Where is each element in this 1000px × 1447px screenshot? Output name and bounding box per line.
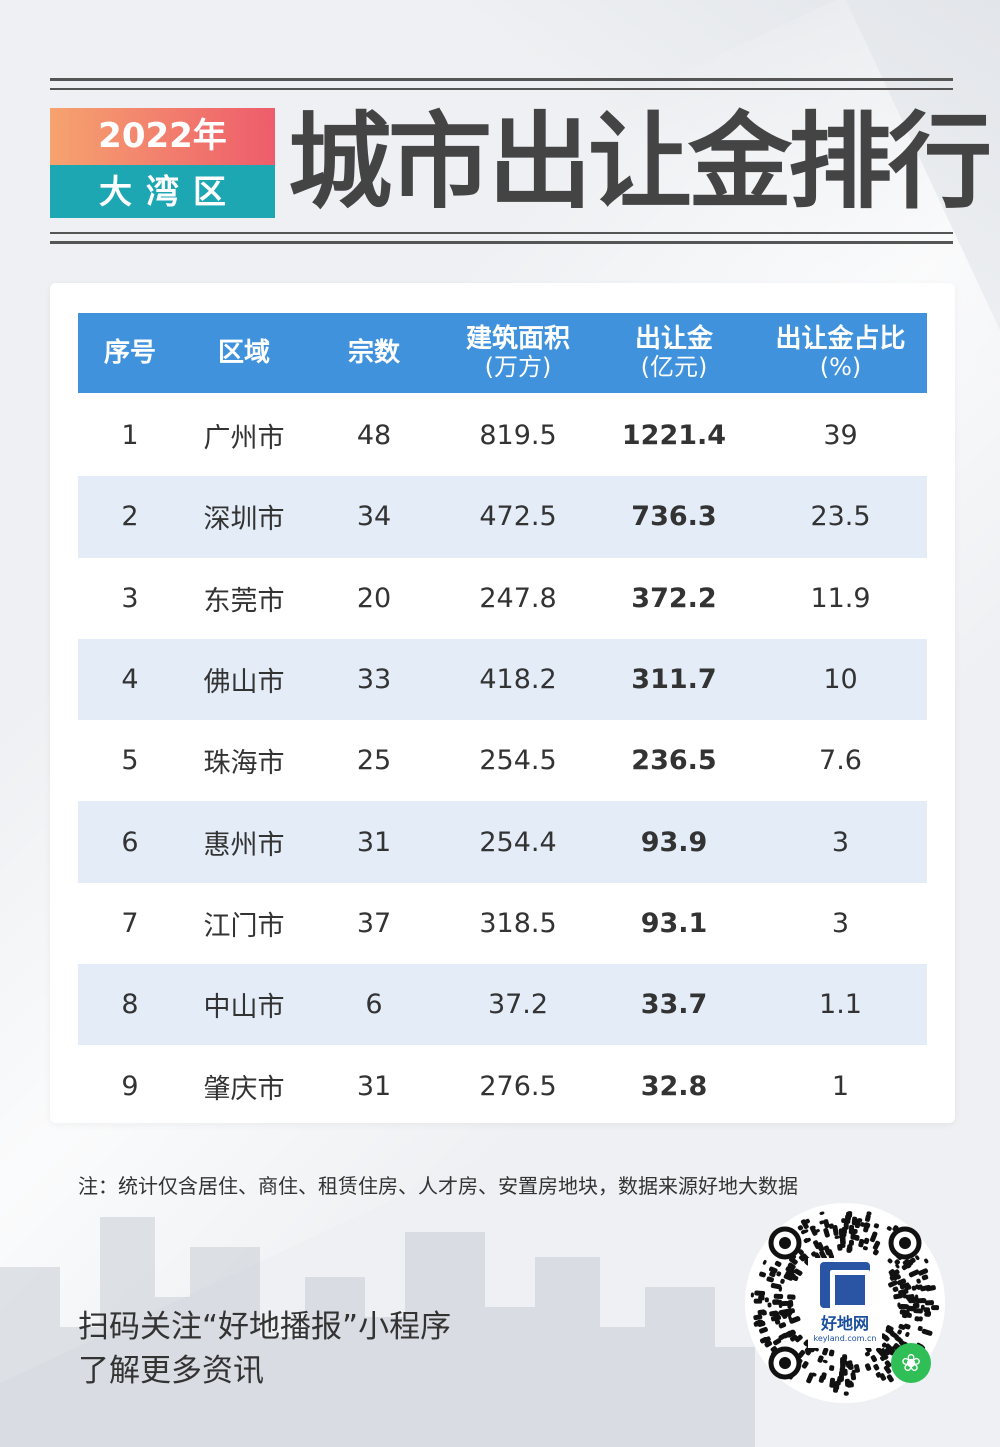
cell-floor-area: 254.5 [479, 745, 557, 777]
cell-count: 37 [356, 907, 392, 939]
column-header-fee-share: 出让金占比 (%) [775, 324, 906, 381]
qr-logo-block: 好地网 keyland.com.cn [808, 1258, 882, 1348]
cell-rank: 5 [121, 745, 139, 777]
cell-count: 25 [356, 745, 392, 777]
cell-region: 惠州市 [203, 829, 285, 861]
table-row: 8 中山市 6 37.2 33.7 1.1 [78, 964, 927, 1046]
cell-rank: 4 [121, 664, 139, 696]
cell-count: 48 [356, 420, 392, 452]
table-body: 1 广州市 48 819.5 1221.4 39 2 深圳市 34 472.5 736.3 23.5 3… [78, 395, 927, 1127]
cell-count: 34 [356, 501, 392, 533]
table-header: 序号 区域 宗数 建筑面积 (万方) 出让金 (亿元) 出让金占比 (%) [78, 313, 927, 393]
cell-fee-share: 3 [831, 826, 850, 858]
cell-count: 20 [356, 582, 392, 614]
cell-transfer-fee: 33.7 [640, 989, 708, 1021]
cell-region: 广州市 [203, 423, 285, 455]
cell-count: 6 [365, 989, 383, 1021]
table-row: 7 江门市 37 318.5 93.1 3 [78, 883, 927, 964]
wechat-mini-program-icon: ❀ [891, 1343, 931, 1383]
region-badge: 大湾区 [50, 165, 275, 218]
cell-rank: 3 [121, 582, 139, 614]
cell-region: 佛山市 [203, 667, 285, 699]
qr-brand-url: keyland.com.cn [813, 1334, 877, 1343]
cell-transfer-fee: 93.1 [640, 907, 708, 939]
cell-rank: 8 [121, 989, 139, 1021]
city-skyline [0, 1187, 1000, 1447]
cell-region: 深圳市 [203, 504, 285, 536]
haodi-logo-icon [820, 1262, 870, 1310]
cell-rank: 9 [121, 1070, 139, 1102]
table-row: 4 佛山市 33 418.2 311.7 10 [78, 638, 927, 721]
cell-transfer-fee: 736.3 [631, 501, 717, 533]
cell-count: 31 [356, 826, 392, 858]
cell-region: 珠海市 [203, 748, 285, 780]
table-row: 5 珠海市 25 254.5 236.5 7.6 [78, 720, 927, 801]
cell-transfer-fee: 236.5 [631, 745, 717, 777]
cell-floor-area: 247.8 [479, 582, 557, 614]
cell-floor-area: 819.5 [479, 420, 557, 452]
cell-transfer-fee: 372.2 [631, 582, 717, 614]
cell-region: 中山市 [203, 992, 285, 1024]
cell-floor-area: 318.5 [479, 907, 557, 939]
cell-fee-share: 11.9 [810, 582, 871, 614]
cell-fee-share: 10 [823, 664, 858, 696]
cell-region: 肇庆市 [203, 1073, 285, 1105]
cell-fee-share: 39 [823, 420, 858, 452]
table-row: 6 惠州市 31 254.4 93.9 3 [78, 801, 927, 883]
cell-rank: 7 [121, 907, 139, 939]
header-rule-top [50, 78, 953, 90]
cell-floor-area: 472.5 [479, 501, 557, 533]
column-header-rank: 序号 [103, 338, 156, 368]
cell-rank: 2 [121, 501, 139, 533]
cell-transfer-fee: 93.9 [640, 826, 708, 858]
cell-fee-share: 23.5 [810, 501, 871, 533]
column-header-count: 宗数 [347, 338, 400, 368]
ranking-table-card: 序号 区域 宗数 建筑面积 (万方) 出让金 (亿元) 出让金占比 (%) 1 广州市 4… [50, 283, 955, 1123]
cell-transfer-fee: 311.7 [631, 664, 717, 696]
cta-line-1: 扫码关注“好地播报”小程序 [78, 1309, 452, 1345]
cell-rank: 6 [121, 826, 139, 858]
cell-count: 31 [356, 1070, 392, 1102]
cell-floor-area: 37.2 [487, 989, 549, 1021]
call-to-action: 扫码关注“好地播报”小程序 了解更多资讯 [78, 1305, 451, 1393]
cell-floor-area: 254.4 [479, 826, 557, 858]
cell-fee-share: 1.1 [819, 989, 862, 1021]
column-header-region: 区域 [217, 338, 270, 368]
header-rule-bottom [50, 232, 953, 244]
column-header-floor-area: 建筑面积 (万方) [465, 324, 570, 381]
table-row: 1 广州市 48 819.5 1221.4 39 [78, 395, 927, 476]
cell-transfer-fee: 32.8 [640, 1070, 708, 1102]
cell-region: 东莞市 [203, 585, 285, 617]
cell-fee-share: 1 [831, 1070, 850, 1102]
table-row: 9 肇庆市 31 276.5 32.8 1 [78, 1045, 927, 1126]
cell-rank: 1 [121, 420, 139, 452]
qr-brand-name: 好地网 [820, 1314, 869, 1333]
page-title: 城市出让金排行 [288, 101, 992, 223]
cell-fee-share: 7.6 [819, 745, 862, 777]
cell-transfer-fee: 1221.4 [621, 420, 727, 452]
footnote: 注：统计仅含居住、商住、租赁住房、人才房、安置房地块，数据来源好地大数据 [78, 1174, 798, 1198]
cell-floor-area: 418.2 [479, 664, 557, 696]
mini-program-qr-code[interactable]: 好地网 keyland.com.cn ❀ [745, 1203, 945, 1403]
cell-region: 江门市 [203, 910, 285, 942]
cell-floor-area: 276.5 [479, 1070, 557, 1102]
table-row: 2 深圳市 34 472.5 736.3 23.5 [78, 476, 927, 558]
year-badge: 2022年 [50, 108, 275, 165]
cell-fee-share: 3 [831, 907, 850, 939]
table-row: 3 东莞市 20 247.8 372.2 11.9 [78, 558, 927, 639]
cell-count: 33 [356, 664, 392, 696]
column-header-transfer-fee: 出让金 (亿元) [634, 324, 713, 381]
cta-line-2: 了解更多资讯 [78, 1353, 264, 1389]
